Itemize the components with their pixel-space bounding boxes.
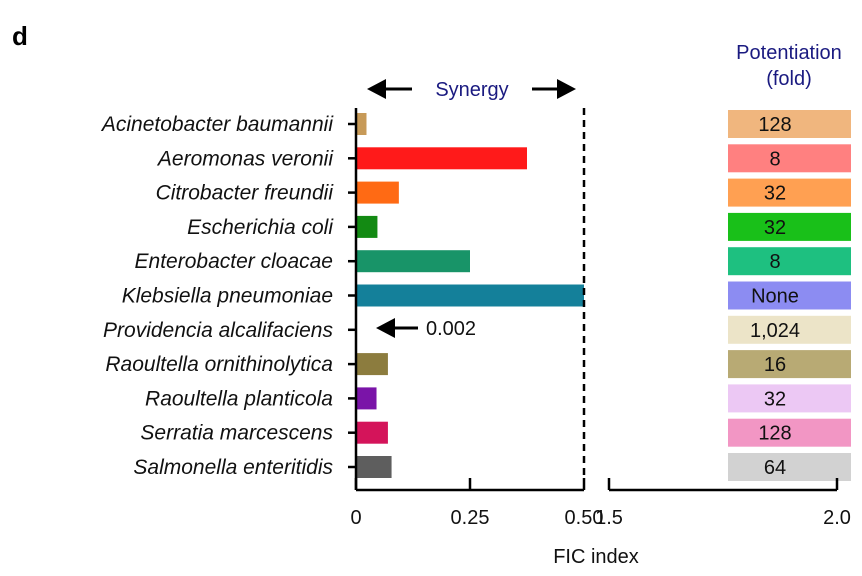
bar [356,215,378,238]
potentiation-cell [726,108,853,140]
potentiation-cell [726,451,853,483]
potentiation-value: 128 [758,423,791,445]
potentiation-title-line2: (fold) [766,68,812,90]
potentiation-cell [726,142,853,175]
potentiation-cell [726,382,853,415]
bar [356,456,392,478]
x-tick-label: 2.0 [823,507,851,529]
panel-label: d [12,21,28,51]
potentiation-cell [726,245,853,278]
synergy-label: Synergy [435,79,508,101]
potentiation-title-line1: Potentiation [736,42,842,64]
species-label: Enterobacter cloacae [135,250,333,273]
species-label: Raoultella ornithinolytica [105,353,333,376]
x-tick-label: 0.25 [451,507,490,529]
potentiation-cell [726,416,853,449]
bar [356,421,388,444]
species-label: Acinetobacter baumannii [100,113,334,136]
potentiation-value: 16 [764,354,786,376]
potentiation-value: 32 [764,183,786,205]
bar [356,284,584,307]
potentiation-value: 32 [764,388,786,410]
species-label: Escherichia coli [187,216,334,239]
potentiation-value: 1,024 [750,320,800,342]
potentiation-value: 64 [764,457,786,479]
bar [356,147,527,170]
annotation-arrowhead [376,318,395,338]
species-labels: Acinetobacter baumannii Aeromonas veronii… [100,113,334,479]
potentiation-value: 8 [769,251,780,273]
species-label: Salmonella enteritidis [133,456,333,479]
bar [356,353,388,376]
x-axis-title: FIC index [553,546,639,568]
synergy-right-arrowhead [557,79,576,99]
potentiation-value: 32 [764,217,786,239]
potentiation-cell [726,313,853,346]
potentiation-cell [726,279,853,312]
x-tick-label: 0 [350,507,361,529]
species-label: Raoultella planticola [145,387,333,410]
species-label: Klebsiella pneumoniae [122,285,333,308]
potentiation-cell [726,176,853,209]
synergy-indicator: Synergy [367,79,576,101]
potentiation-value: None [751,286,799,308]
synergy-left-arrowhead [367,79,386,99]
x-tick-label: 0.50 [565,507,604,529]
species-label: Aeromonas veronii [156,147,334,170]
bars [356,113,584,478]
y-axis-ticks [348,122,356,469]
bar [356,113,367,135]
species-label: Providencia alcalifaciens [103,319,333,342]
x-axis-ticks: 0 0.25 0.501.5 2.0 [350,478,851,529]
potentiation-cell [726,348,853,381]
bar [356,181,399,204]
potentiation-column: 128 8 32 32 8 None 1,024 16 32 128 64 [726,108,853,483]
x-tick-label: 1.5 [595,507,623,529]
species-label: Citrobacter freundii [156,182,335,205]
bar [356,250,470,273]
bar [356,387,377,410]
annotation-value: 0.002 [426,318,476,340]
species-label: Serratia marcescens [140,422,333,445]
potentiation-cell [726,210,853,243]
potentiation-value: 128 [758,114,791,136]
potentiation-value: 8 [769,148,780,170]
annotation-arrow: 0.002 [376,318,476,340]
